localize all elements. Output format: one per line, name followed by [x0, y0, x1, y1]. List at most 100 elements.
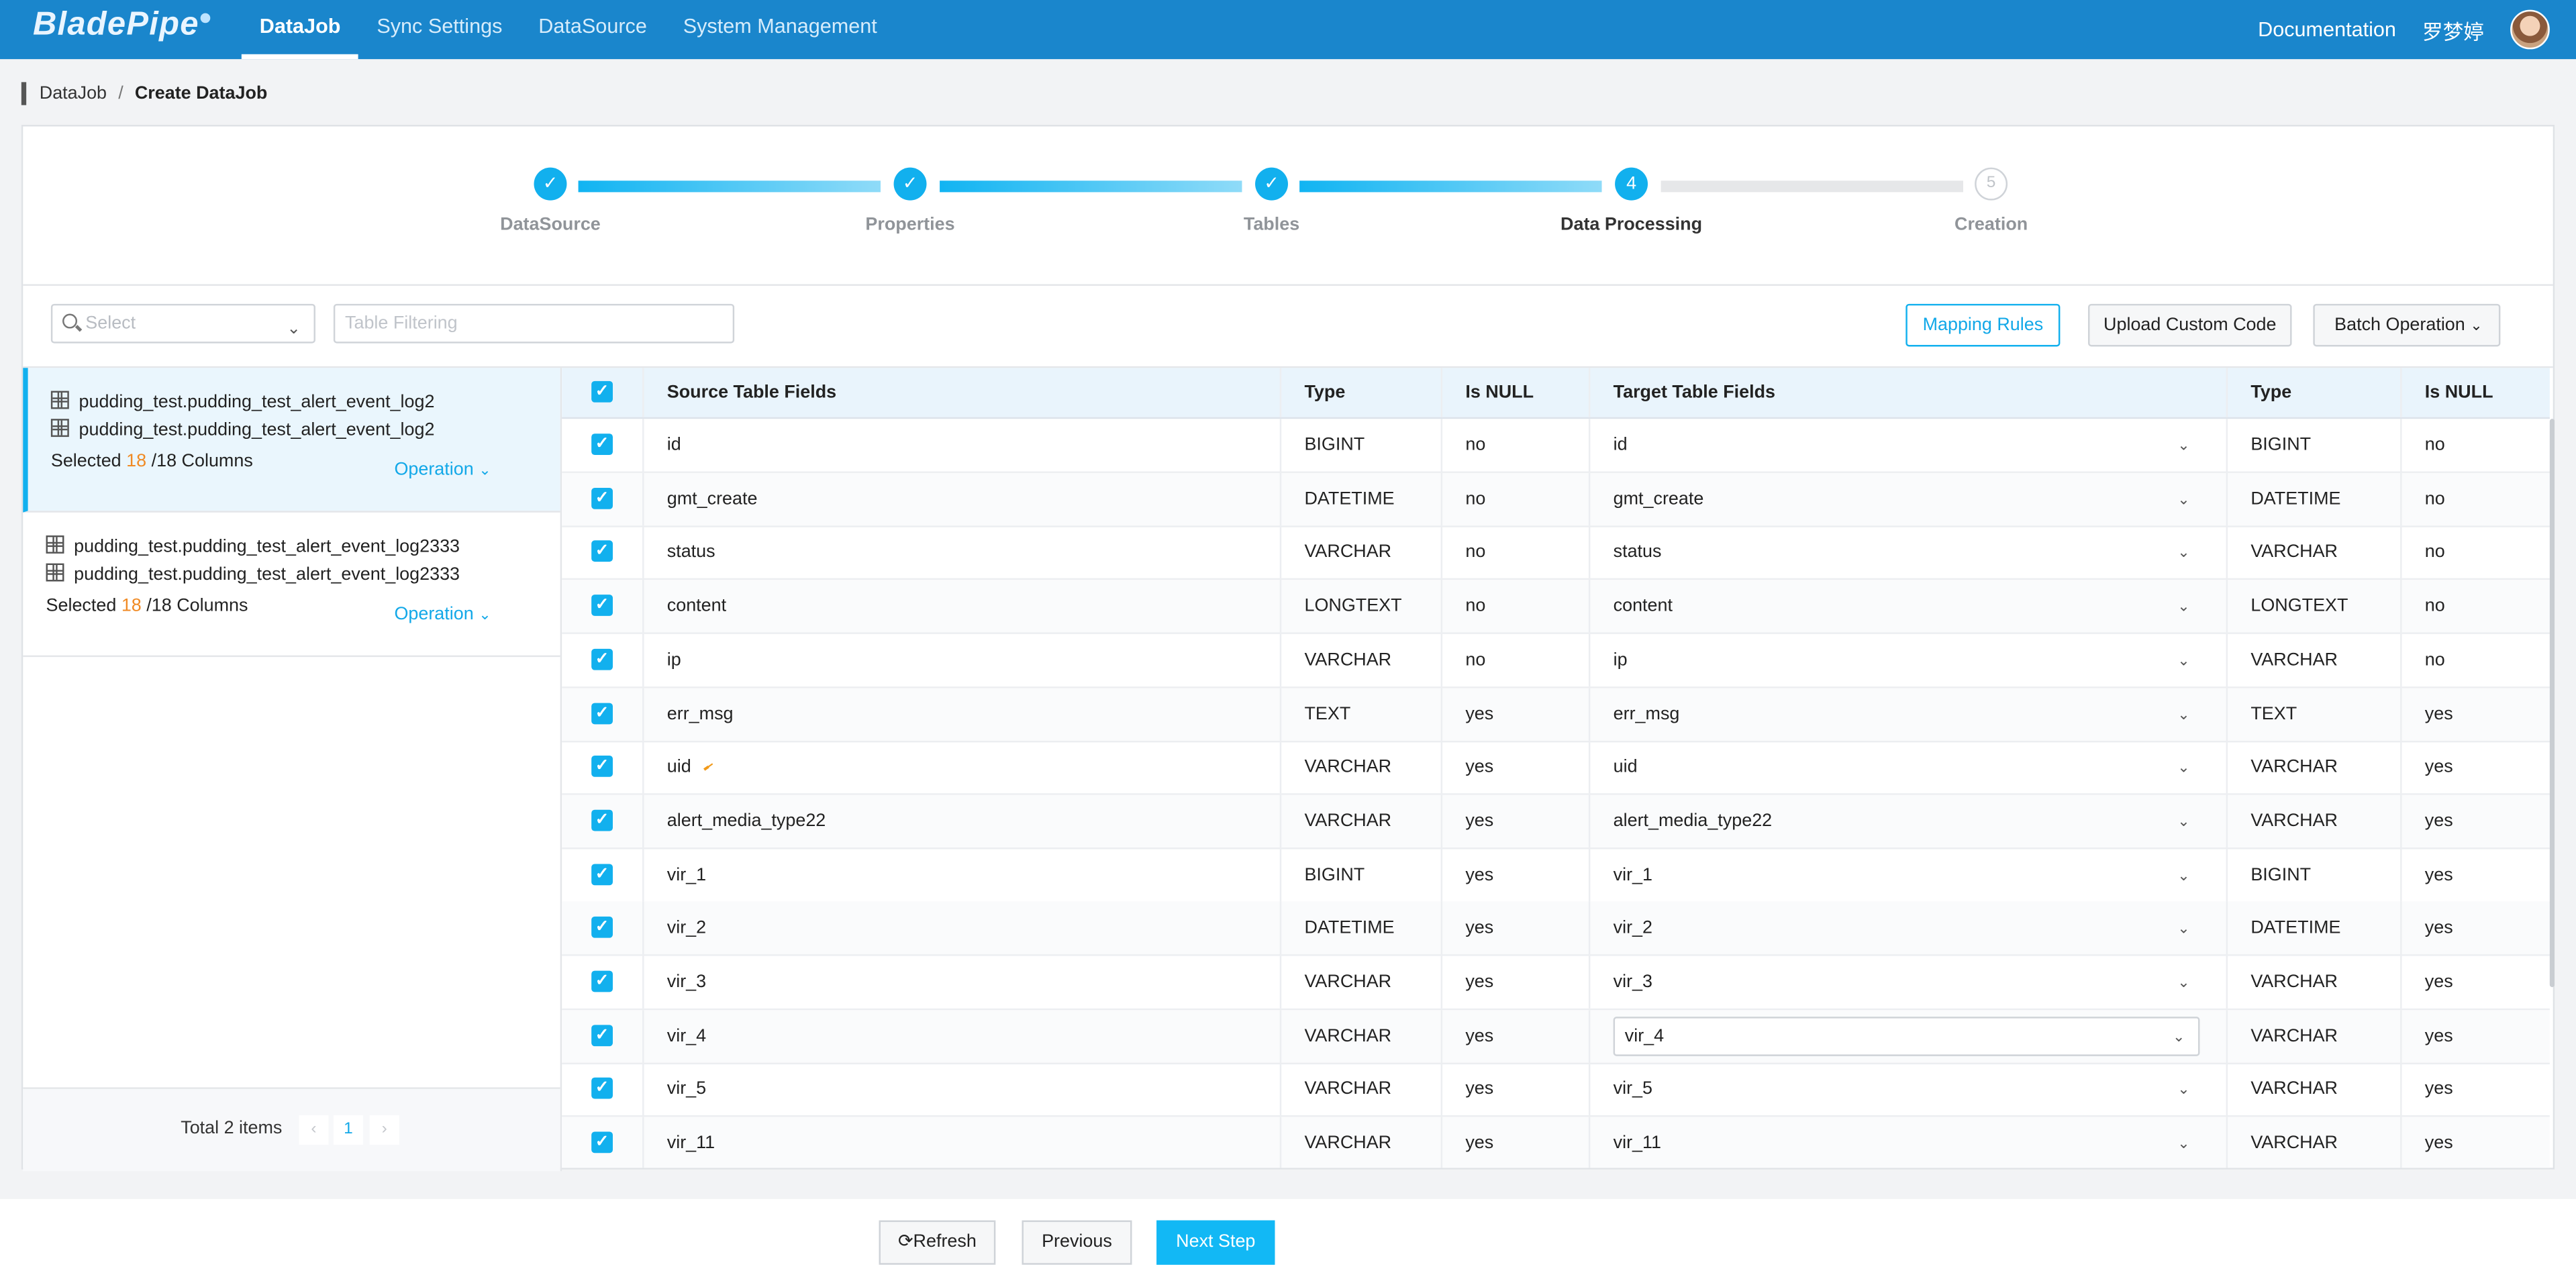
table-row[interactable]: ✓ alert_media_type22 VARCHAR yes alert_media… [562, 795, 2550, 850]
target-field: alert_media_type22 [1613, 811, 1773, 831]
table-card[interactable]: pudding_test.pudding_test_alert_event_lo… [23, 368, 560, 513]
table-row[interactable]: ✓ id BIGINT no id ⌄ BIGINT no [562, 419, 2550, 473]
select-all-checkbox[interactable]: ✓ [591, 380, 613, 403]
operation-dropdown[interactable]: Operation ⌄ [394, 605, 491, 624]
table-row[interactable]: ✓ err_msg TEXT yes err_msg ⌄ TEXT yes [562, 687, 2550, 742]
target-type: VARCHAR [2226, 633, 2400, 686]
chevron-down-icon: ⌄ [2177, 491, 2190, 507]
brand-logo-text: BladePipe [32, 6, 199, 43]
brand-logo[interactable]: BladePipe [33, 7, 211, 44]
row-checkbox[interactable]: ✓ [591, 487, 613, 509]
source-field: vir_2 [666, 918, 707, 939]
nav-datajob[interactable]: DataJob [241, 0, 359, 60]
chevron-down-icon: ⌄ [2177, 1081, 2190, 1098]
row-checkbox[interactable]: ✓ [591, 595, 613, 617]
table-row[interactable]: ✓ vir_5 VARCHAR yes vir_5 ⌄ VARCHAR yes [562, 1063, 2550, 1118]
next-step-button[interactable]: Next Step [1156, 1220, 1275, 1265]
row-checkbox[interactable]: ✓ [591, 648, 613, 670]
source-field: vir_11 [666, 1133, 715, 1154]
row-checkbox[interactable]: ✓ [591, 970, 613, 992]
main-nav: DataJob Sync Settings DataSource System … [241, 0, 895, 60]
target-field-select[interactable]: content ⌄ [1588, 580, 2226, 633]
next-page-button[interactable]: › [369, 1115, 399, 1145]
target-field-select[interactable]: alert_media_type22 ⌄ [1588, 795, 2226, 848]
target-type: VARCHAR [2226, 526, 2400, 579]
avatar[interactable] [2510, 9, 2550, 50]
row-checkbox[interactable]: ✓ [591, 863, 613, 885]
operation-dropdown[interactable]: Operation ⌄ [394, 460, 491, 479]
target-field-select[interactable]: uid ⌄ [1588, 741, 2226, 794]
breadcrumb-parent[interactable]: DataJob [39, 83, 107, 104]
step-connector-4 [1661, 181, 1964, 193]
row-checkbox[interactable]: ✓ [591, 809, 613, 831]
table-row[interactable]: ✓ status VARCHAR no status ⌄ VARCHAR no [562, 526, 2550, 580]
target-field-select[interactable]: gmt_create ⌄ [1588, 472, 2226, 525]
row-checkbox[interactable]: ✓ [591, 702, 613, 724]
table-scrollbar[interactable] [2549, 419, 2555, 988]
source-type: VARCHAR [1279, 1117, 1441, 1168]
table-row[interactable]: ✓ vir_11 VARCHAR yes vir_11 ⌄ VARCHAR yes [562, 1117, 2550, 1168]
nav-sync-settings[interactable]: Sync Settings [377, 15, 503, 38]
target-field-select[interactable]: vir_5 ⌄ [1588, 1063, 2226, 1116]
source-type: VARCHAR [1279, 741, 1441, 794]
source-type: VARCHAR [1279, 526, 1441, 579]
previous-button[interactable]: Previous [1022, 1220, 1132, 1265]
nav-datasource[interactable]: DataSource [538, 15, 647, 38]
target-type: VARCHAR [2226, 956, 2400, 1009]
row-checkbox[interactable]: ✓ [591, 1078, 613, 1100]
source-is-null: yes [1440, 795, 1589, 848]
target-field-select[interactable]: err_msg ⌄ [1588, 687, 2226, 740]
target-field-select[interactable]: vir_1 ⌄ [1588, 848, 2226, 901]
nav-system-management[interactable]: System Management [683, 15, 877, 38]
table-row[interactable]: ✓ vir_2 DATETIME yes vir_2 ⌄ DATETIME yes [562, 902, 2550, 957]
step-label: Tables [1243, 215, 1300, 236]
table-row[interactable]: ✓ gmt_create DATETIME no gmt_create ⌄ DATETIME… [562, 472, 2550, 527]
prev-page-button[interactable]: ‹ [299, 1115, 329, 1145]
step-connector-1 [578, 181, 881, 193]
target-field-select[interactable]: vir_2 ⌄ [1588, 902, 2226, 955]
table-row[interactable]: ✓ vir_1 BIGINT yes vir_1 ⌄ BIGINT yes [562, 848, 2550, 903]
table-row[interactable]: ✓ vir_3 VARCHAR yes vir_3 ⌄ VARCHAR yes [562, 956, 2550, 1011]
target-field-select[interactable]: status ⌄ [1588, 526, 2226, 579]
target-field-select[interactable]: vir_11 ⌄ [1588, 1117, 2226, 1168]
table-card[interactable]: pudding_test.pudding_test_alert_event_lo… [23, 513, 560, 658]
target-field-cell: vir_4 ⌄ [1588, 1009, 2226, 1062]
row-checkbox[interactable]: ✓ [591, 756, 613, 778]
documentation-link[interactable]: Documentation [2258, 17, 2396, 42]
mapping-rules-button[interactable]: Mapping Rules [1905, 303, 2061, 347]
col-source-fields: Source Table Fields [642, 368, 1280, 417]
user-name[interactable]: 罗梦婷 [2422, 20, 2484, 44]
source-is-null: yes [1440, 741, 1589, 794]
target-field-select[interactable]: vir_4 ⌄ [1613, 1016, 2200, 1056]
source-field: vir_3 [666, 972, 707, 992]
refresh-button[interactable]: ⟳Refresh [879, 1220, 996, 1265]
target-field-select[interactable]: ip ⌄ [1588, 633, 2226, 686]
upload-custom-code-button[interactable]: Upload Custom Code [2088, 303, 2292, 347]
row-checkbox[interactable]: ✓ [591, 1024, 613, 1046]
target-table-name: pudding_test.pudding_test_alert_event_lo… [79, 420, 435, 440]
table-select[interactable]: Select ⌄ [50, 303, 315, 344]
table-row[interactable]: ✓ uid ╾ VARCHAR yes uid ⌄ VARCHAR yes [562, 741, 2550, 796]
table-row[interactable]: ✓ content LONGTEXT no content ⌄ LONGTEXT no [562, 580, 2550, 635]
table-filter-input[interactable] [333, 303, 735, 344]
page-1-button[interactable]: 1 [333, 1115, 363, 1145]
step-check-icon: ✓ [1255, 167, 1288, 201]
source-type: LONGTEXT [1279, 580, 1441, 633]
source-type: VARCHAR [1279, 956, 1441, 1009]
source-field-cell: alert_media_type22 [642, 795, 1280, 848]
table-header-row: ✓ Source Table Fields Type Is NULL Targe… [562, 368, 2550, 419]
table-row[interactable]: ✓ vir_4 VARCHAR yes vir_4 ⌄ VARCHAR yes [562, 1009, 2550, 1064]
target-type: BIGINT [2226, 419, 2400, 472]
batch-operation-button[interactable]: Batch Operation ⌄ [2313, 303, 2501, 347]
row-checkbox[interactable]: ✓ [591, 1131, 613, 1154]
target-is-null: yes [2400, 1063, 2550, 1116]
col-target-type: Type [2226, 368, 2400, 417]
table-row[interactable]: ✓ ip VARCHAR no ip ⌄ VARCHAR no [562, 633, 2550, 688]
target-field-select[interactable]: id ⌄ [1588, 419, 2226, 472]
row-checkbox[interactable]: ✓ [591, 433, 613, 456]
row-checkbox[interactable]: ✓ [591, 541, 613, 563]
target-field-select[interactable]: vir_3 ⌄ [1588, 956, 2226, 1009]
target-is-null: yes [2400, 687, 2550, 740]
source-table-line: pudding_test.pudding_test_alert_event_lo… [46, 535, 460, 557]
row-checkbox[interactable]: ✓ [591, 917, 613, 939]
